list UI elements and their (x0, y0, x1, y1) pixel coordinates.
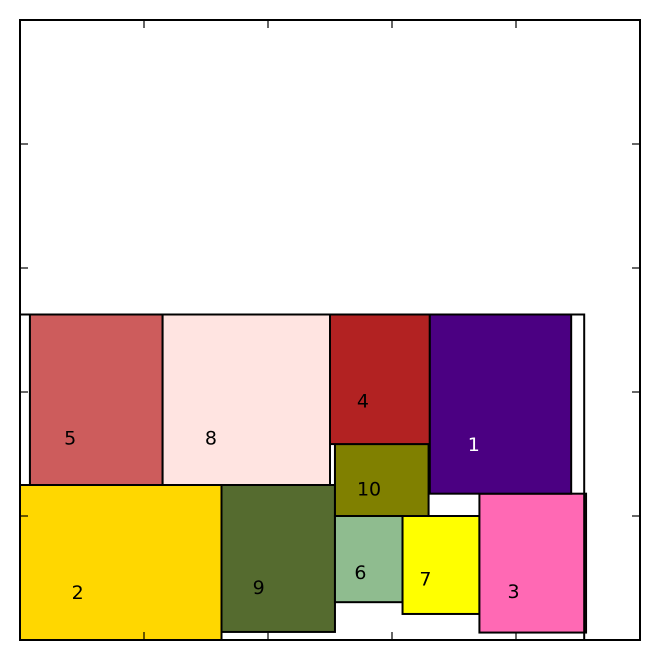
treemap-label-1: 1 (468, 434, 480, 456)
treemap-label-7: 7 (419, 568, 431, 590)
treemap-box-5 (28, 313, 164, 486)
treemap-labels: 2 9 6 7 3 10 5 8 4 1 (64, 390, 519, 604)
axis-ticks (20, 20, 640, 640)
treemap-box-8 (161, 313, 331, 486)
treemap-box-10 (333, 443, 430, 517)
treemap-label-4: 4 (357, 390, 369, 412)
treemap-box-2 (19, 484, 223, 641)
treemap-label-8: 8 (205, 428, 217, 450)
treemap-box-7 (401, 515, 481, 615)
treemap-box-6 (333, 515, 404, 604)
treemap-boxes (19, 313, 588, 641)
treemap-label-3: 3 (507, 581, 519, 603)
treemap-label-10: 10 (357, 478, 381, 500)
treemap-label-5: 5 (64, 428, 76, 450)
treemap-label-9: 9 (253, 577, 265, 599)
treemap-box-4 (329, 313, 431, 446)
treemap-box-1 (428, 313, 573, 495)
treemap-label-6: 6 (354, 562, 366, 584)
treemap-box-3 (478, 492, 588, 634)
treemap-label-2: 2 (72, 582, 84, 604)
plot-frame (19, 19, 641, 641)
treemap-box-9 (220, 484, 336, 633)
